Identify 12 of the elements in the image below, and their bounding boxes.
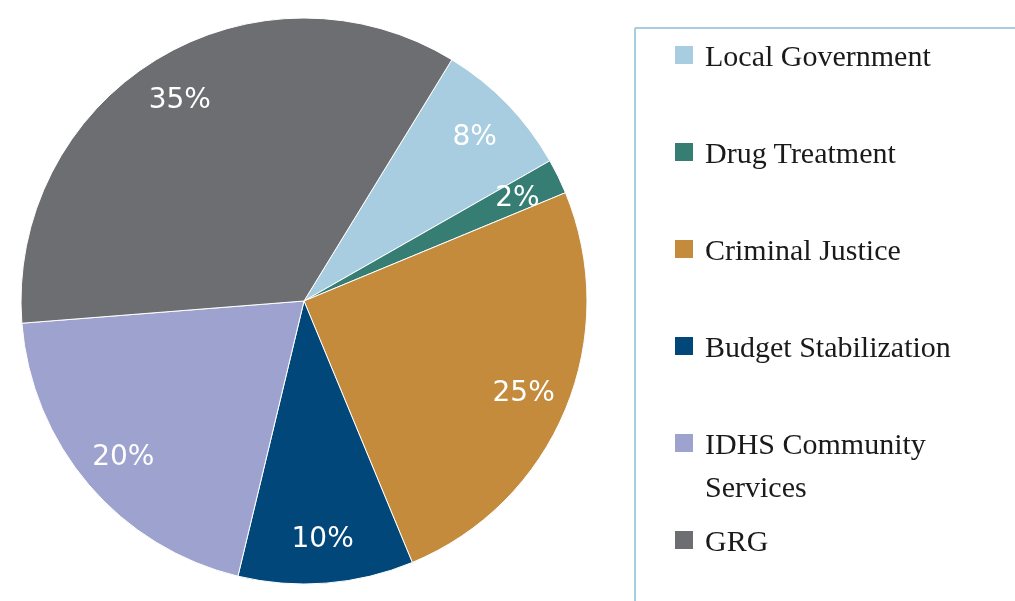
data-label: 25% [492, 375, 555, 409]
legend-label: Criminal Justice [705, 232, 901, 266]
data-label: 20% [92, 438, 155, 472]
legend-label: Local Government [705, 38, 932, 72]
data-label: 10% [291, 521, 354, 555]
legend-label: IDHS Community Services [705, 426, 926, 503]
data-label: 8% [452, 119, 497, 153]
data-label: 35% [148, 81, 211, 115]
legend-label: Budget Stabilization [705, 329, 951, 363]
legend-label: GRG [705, 523, 769, 557]
data-label: 2% [495, 179, 540, 213]
legend-label: Drug Treatment [705, 135, 897, 169]
